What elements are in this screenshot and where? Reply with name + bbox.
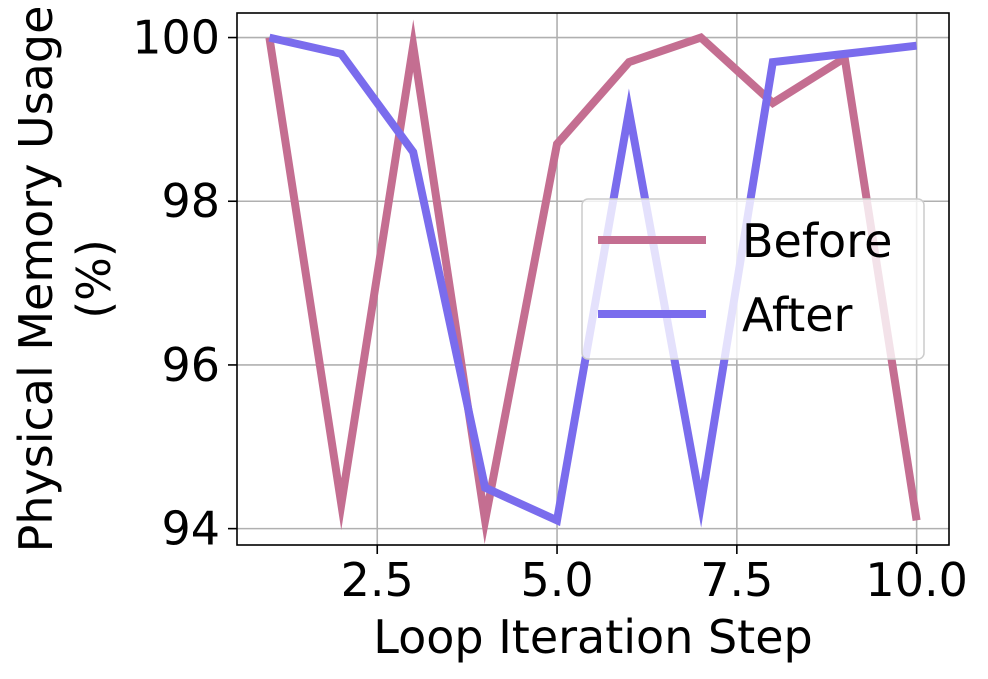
y-tick-label: 100 [132,11,220,65]
x-tick-label: 5.0 [520,553,593,607]
y-axis-title-line1: Physical Memory Usage [9,6,63,553]
y-tick-label: 96 [161,338,220,392]
x-axis-title: Loop Iteration Step [373,610,812,664]
y-axis-title: Physical Memory Usage (%) [9,6,121,553]
series-line-before [265,19,921,545]
x-tick-label: 7.5 [700,553,773,607]
x-tick-label: 2.5 [341,553,414,607]
y-axis-title-line2: (%) [67,239,121,319]
y-tick-label: 98 [161,174,220,228]
x-tick-label: 10.0 [865,553,967,607]
legend-label-after: After [742,288,853,342]
legend-label-before: Before [742,214,892,268]
plot-frame [236,12,950,546]
legend: Before After [581,198,925,360]
y-tick-label: 94 [161,502,220,556]
axis-ticks: 2.5 5.0 7.5 10.0 94 96 98 100 [132,11,968,607]
